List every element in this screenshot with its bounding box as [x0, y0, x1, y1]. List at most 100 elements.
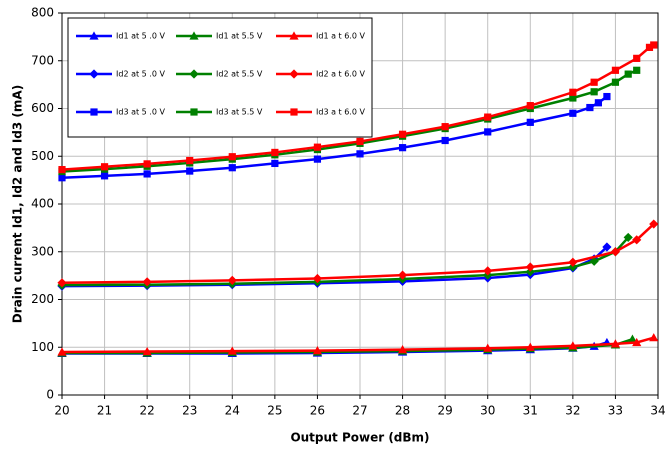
data-point [568, 257, 578, 267]
data-point [525, 262, 535, 272]
data-point [186, 156, 194, 165]
data-point [649, 333, 659, 342]
data-point [142, 346, 152, 356]
y-tick-label: 300 [31, 244, 54, 258]
data-point [142, 277, 152, 287]
x-tick-label: 34 [650, 404, 665, 418]
series-line [61, 95, 608, 179]
data-point [632, 337, 642, 347]
x-tick-label: 23 [182, 404, 197, 418]
x-tick-label: 24 [225, 404, 240, 418]
x-tick-label: 31 [523, 404, 538, 418]
legend-label: Id1 at 5 .0 V [116, 32, 165, 41]
data-point [271, 148, 279, 157]
x-tick-label: 22 [140, 404, 155, 418]
legend-label: Id3 a t 6.0 V [316, 108, 365, 117]
data-point [57, 347, 67, 356]
legend: Id1 at 5 .0 V Id1 at 5.5 V Id1 a t 6.0 V Id… [67, 17, 373, 138]
data-point [627, 334, 638, 343]
data-point [356, 137, 364, 146]
legend-marker [289, 69, 299, 79]
data-point [603, 92, 611, 101]
y-tick-label: 700 [31, 53, 54, 67]
y-axis-title: Drain current Id1, Id2 and Id3 (mA) [11, 85, 25, 323]
data-point [228, 153, 236, 161]
legend-label: Id2 at 5 .0 V [116, 70, 165, 79]
data-point [397, 345, 408, 354]
data-point [526, 118, 534, 126]
legend-marker [89, 31, 99, 40]
data-point [484, 113, 492, 121]
data-point [611, 78, 620, 86]
data-point [569, 109, 577, 117]
y-tick-label: 600 [31, 101, 54, 115]
data-point [526, 102, 534, 110]
data-point [633, 66, 641, 74]
x-tick-label: 33 [608, 404, 623, 418]
x-tick-label: 29 [438, 404, 453, 418]
data-point [632, 235, 642, 245]
legend-marker [289, 31, 299, 40]
legend-label: Id3 at 5.5 V [216, 108, 263, 117]
y-tick-label: 0 [46, 388, 54, 402]
data-point [398, 130, 407, 138]
y-tick-label: 800 [31, 6, 54, 20]
x-tick-label: 28 [395, 404, 410, 418]
legend-marker [90, 108, 98, 116]
data-point [228, 164, 236, 172]
legend-label: Id1 at 5.5 V [216, 32, 263, 41]
data-point [650, 41, 658, 49]
x-tick-label: 32 [565, 404, 580, 418]
data-point [610, 247, 621, 257]
data-point [589, 256, 599, 266]
data-point [586, 103, 594, 112]
data-point [100, 172, 109, 180]
data-point [312, 345, 323, 355]
data-point [525, 342, 535, 351]
legend-marker [290, 108, 298, 116]
data-point [227, 346, 237, 355]
x-tick-label: 26 [310, 404, 325, 418]
legend-marker [189, 69, 199, 79]
data-point [611, 66, 620, 74]
legend-box [67, 17, 373, 138]
data-point [143, 160, 151, 168]
data-point [568, 262, 578, 272]
legend-label: Id3 at 5 .0 V [116, 108, 165, 117]
data-point [623, 232, 633, 243]
data-point [441, 123, 449, 131]
data-point [602, 242, 612, 252]
data-point [590, 88, 598, 96]
data-point [312, 273, 323, 284]
data-point [645, 43, 654, 51]
legend-marker [189, 31, 199, 40]
data-point [649, 219, 659, 229]
legend-marker [89, 69, 99, 79]
y-tick-label: 400 [31, 197, 54, 211]
data-point [569, 94, 577, 102]
data-point [398, 144, 407, 152]
data-point [484, 128, 492, 136]
data-point [58, 174, 66, 182]
data-point [397, 270, 408, 280]
legend-marker [190, 108, 198, 116]
x-tick-label: 30 [480, 404, 495, 418]
series-line [62, 337, 633, 355]
x-tick-label: 27 [352, 404, 367, 418]
data-point [441, 136, 449, 145]
y-tick-label: 100 [31, 340, 54, 354]
data-point [57, 278, 67, 288]
data-point [590, 78, 598, 86]
data-point [313, 155, 322, 163]
data-point [100, 163, 109, 171]
x-tick-label: 21 [97, 404, 112, 418]
data-point [356, 150, 364, 158]
data-point [313, 143, 322, 151]
y-tick-label: 500 [31, 149, 54, 163]
data-point [568, 341, 578, 350]
data-point [569, 88, 577, 96]
data-point [610, 339, 621, 348]
x-tick-label: 20 [54, 404, 69, 418]
data-point [186, 167, 194, 175]
